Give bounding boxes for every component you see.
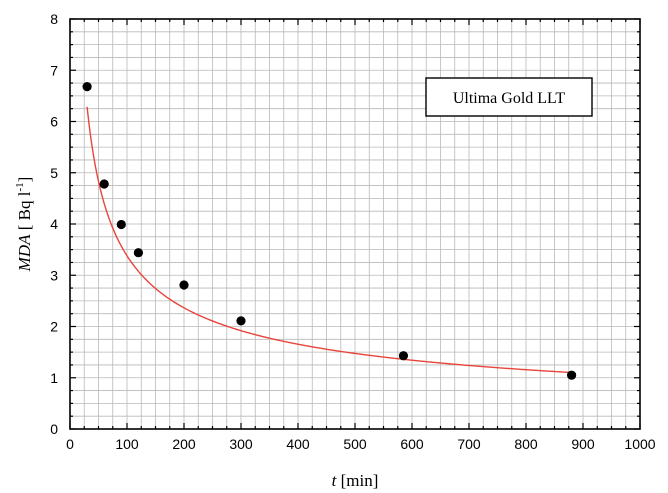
x-tick-label: 500 (343, 436, 367, 452)
x-tick-label: 400 (286, 436, 310, 452)
data-point (82, 82, 92, 92)
x-tick-label: 800 (514, 436, 538, 452)
x-tick-label: 900 (571, 436, 595, 452)
data-point (133, 248, 143, 258)
legend-frame (425, 77, 593, 117)
legend: Ultima Gold LLT (425, 77, 593, 117)
fit-curve-group (86, 106, 572, 374)
y-tick-label: 8 (50, 11, 58, 27)
data-point (398, 351, 409, 361)
y-axis-label-end: ] (15, 177, 34, 183)
x-tick-label: 600 (400, 436, 424, 452)
y-tick-label: 5 (50, 165, 58, 181)
legend-label: Ultima Gold LLT (453, 90, 566, 107)
x-tick-labels: 0 100 200 300 400 500 600 700 800 900 1000 (66, 436, 656, 452)
data-point (236, 316, 246, 326)
axis-ticks (69, 18, 641, 430)
data-point (179, 280, 189, 290)
x-tick-label: 200 (172, 436, 196, 452)
grid-lines (70, 19, 640, 429)
y-tick-label: 3 (50, 267, 58, 283)
data-point (116, 219, 126, 230)
y-axis-label-unit: [ Bq l (15, 191, 34, 234)
y-axis-label: MDA [ Bq l-1] (14, 177, 34, 273)
y-tick-label: 1 (50, 370, 58, 386)
x-axis-label-variable: t (332, 471, 338, 490)
x-tick-label: 300 (229, 436, 253, 452)
x-axis-label-unit: [min] (336, 471, 378, 490)
fit-curve (86, 106, 572, 374)
y-tick-label: 6 (50, 114, 58, 130)
y-tick-label: 7 (50, 62, 58, 78)
y-tick-labels: 0 1 2 3 4 5 6 7 8 (50, 11, 58, 437)
x-tick-label: 1000 (624, 436, 655, 452)
x-tick-label: 700 (457, 436, 481, 452)
data-point (99, 179, 109, 189)
x-tick-label: 100 (115, 436, 139, 452)
x-axis-label: t [min] (332, 471, 379, 490)
data-points (82, 82, 577, 380)
data-point (566, 370, 577, 380)
y-axis-label-sup: -1 (14, 182, 26, 191)
x-tick-label: 0 (66, 436, 74, 452)
y-tick-label: 2 (50, 319, 58, 335)
y-axis-label-variable: MDA (15, 234, 34, 272)
y-tick-label: 4 (50, 216, 58, 232)
y-tick-label: 0 (50, 421, 58, 437)
